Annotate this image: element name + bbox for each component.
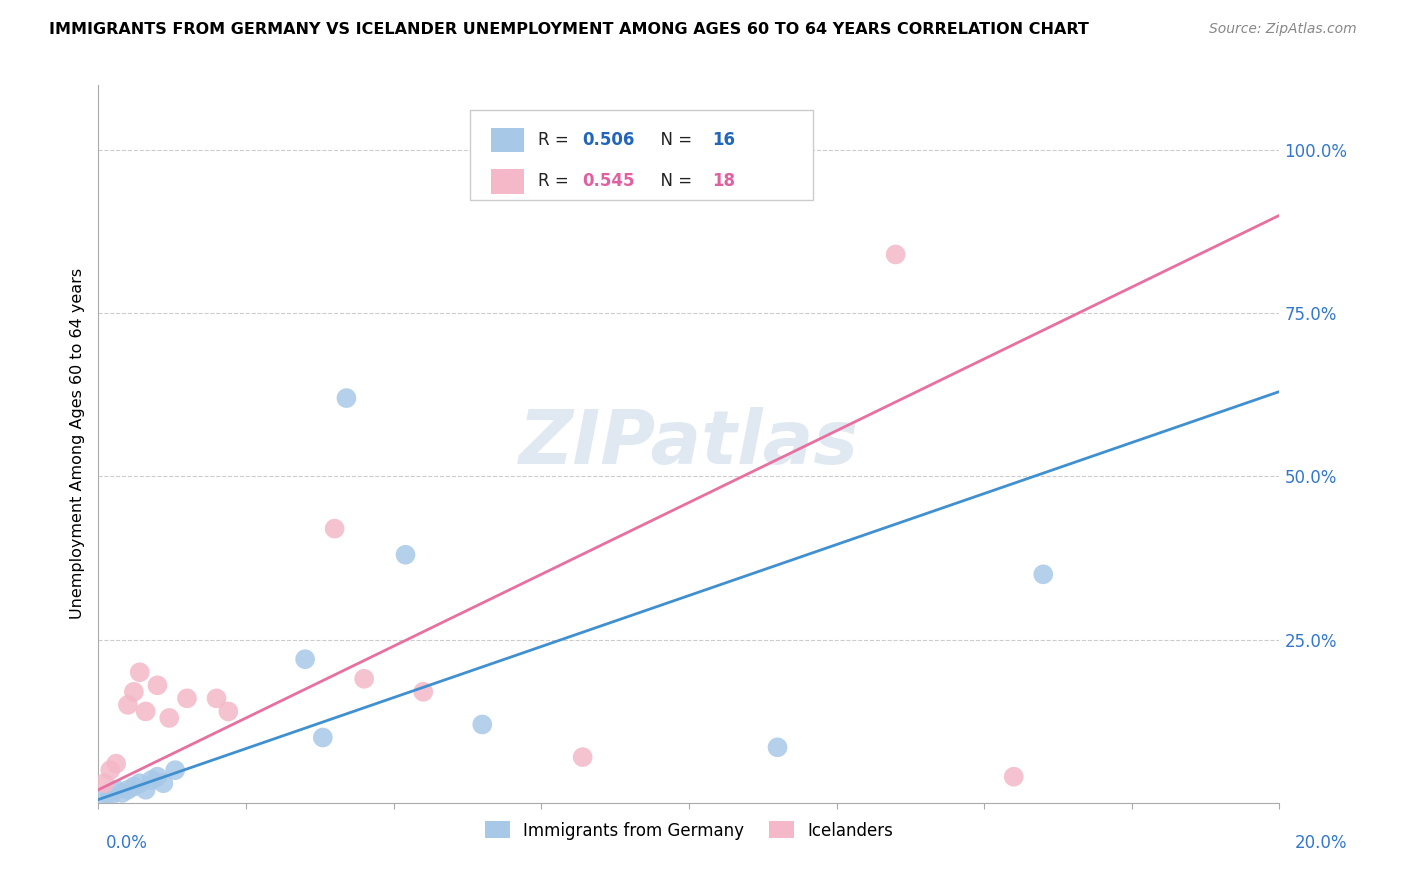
Point: [117, 698, 139, 712]
Text: N =: N =: [650, 131, 697, 149]
Point: [105, 782, 128, 797]
Point: [93, 792, 115, 806]
Point: [122, 780, 145, 794]
Point: [98, 789, 121, 804]
Point: [1032, 567, 1054, 582]
Text: Source: ZipAtlas.com: Source: ZipAtlas.com: [1209, 22, 1357, 37]
Point: [146, 678, 169, 692]
Point: [323, 522, 346, 536]
Point: [884, 247, 907, 261]
Point: [176, 691, 198, 706]
Point: [394, 548, 416, 562]
Point: [707, 143, 730, 157]
Text: 0.506: 0.506: [582, 131, 636, 149]
Point: [571, 750, 593, 764]
Point: [105, 756, 128, 771]
Point: [111, 786, 134, 800]
Point: [135, 705, 157, 719]
Point: [312, 731, 335, 745]
Text: 20.0%: 20.0%: [1295, 834, 1347, 852]
Point: [135, 782, 157, 797]
Point: [152, 776, 174, 790]
Text: ZIPatlas: ZIPatlas: [519, 408, 859, 480]
Point: [157, 711, 180, 725]
Point: [335, 391, 357, 405]
Point: [217, 705, 239, 719]
Point: [141, 772, 163, 787]
Y-axis label: Unemployment Among Ages 60 to 64 years: Unemployment Among Ages 60 to 64 years: [69, 268, 84, 619]
Bar: [491, 169, 523, 194]
FancyBboxPatch shape: [471, 110, 813, 200]
Legend: Immigrants from Germany, Icelanders: Immigrants from Germany, Icelanders: [478, 814, 900, 847]
Point: [128, 665, 150, 680]
Point: [98, 763, 121, 777]
Point: [766, 740, 789, 755]
Point: [294, 652, 316, 666]
Point: [146, 770, 169, 784]
Text: 0.545: 0.545: [582, 172, 636, 190]
Bar: [491, 128, 523, 153]
Point: [117, 782, 139, 797]
Point: [412, 685, 434, 699]
Text: 0.0%: 0.0%: [105, 834, 148, 852]
Text: R =: R =: [537, 172, 574, 190]
Point: [205, 691, 228, 706]
Point: [471, 717, 494, 731]
Point: [1002, 770, 1025, 784]
Point: [128, 776, 150, 790]
Point: [122, 685, 145, 699]
Text: N =: N =: [650, 172, 697, 190]
Point: [165, 763, 187, 777]
Text: R =: R =: [537, 131, 574, 149]
Point: [353, 672, 375, 686]
Text: IMMIGRANTS FROM GERMANY VS ICELANDER UNEMPLOYMENT AMONG AGES 60 TO 64 YEARS CORR: IMMIGRANTS FROM GERMANY VS ICELANDER UNE…: [49, 22, 1090, 37]
Point: [93, 776, 115, 790]
Text: 16: 16: [713, 131, 735, 149]
Text: 18: 18: [713, 172, 735, 190]
